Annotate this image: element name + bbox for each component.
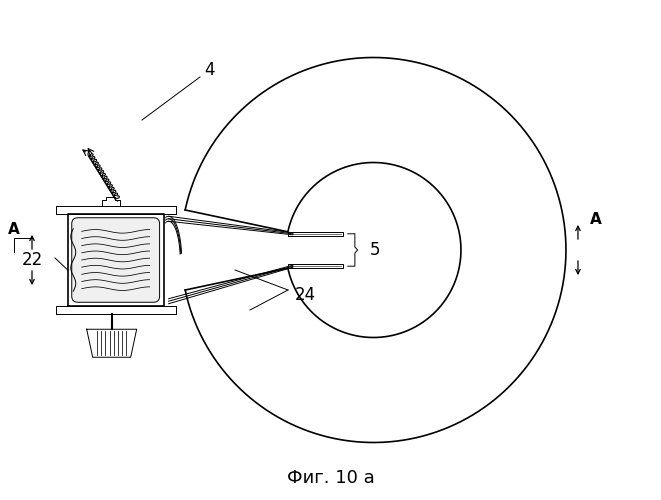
Text: A: A xyxy=(8,222,20,238)
Polygon shape xyxy=(87,329,137,357)
Text: 22: 22 xyxy=(21,251,42,269)
Text: Фиг. 10 а: Фиг. 10 а xyxy=(287,469,374,487)
Text: 5: 5 xyxy=(369,241,380,259)
Polygon shape xyxy=(67,214,163,306)
Text: 24: 24 xyxy=(294,286,315,304)
Polygon shape xyxy=(185,58,566,442)
Text: A: A xyxy=(590,212,602,228)
Polygon shape xyxy=(288,232,343,236)
Polygon shape xyxy=(288,264,343,268)
Polygon shape xyxy=(56,206,176,214)
Polygon shape xyxy=(56,306,176,314)
Text: 4: 4 xyxy=(205,61,215,79)
FancyBboxPatch shape xyxy=(72,218,159,302)
